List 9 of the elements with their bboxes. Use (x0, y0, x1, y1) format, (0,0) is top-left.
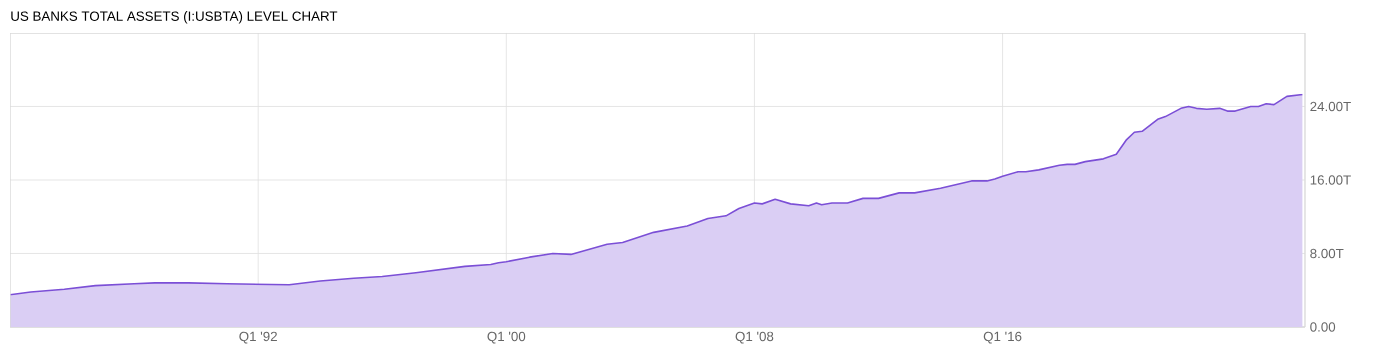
x-tick-label: Q1 '92 (239, 331, 277, 344)
x-tick-label: Q1 '00 (487, 331, 526, 344)
chart-title: US BANKS TOTAL ASSETS (I:USBTA) LEVEL CHART (11, 11, 338, 24)
y-tick-label: 16.00T (1310, 175, 1351, 185)
x-tick-label: Q1 '08 (735, 331, 774, 344)
x-tick-label: Q1 '16 (983, 331, 1022, 344)
y-tick-label: 24.00T (1310, 101, 1351, 112)
y-tick-label: 0.00 (1310, 322, 1336, 332)
y-tick-label: 8.00T (1310, 248, 1344, 259)
